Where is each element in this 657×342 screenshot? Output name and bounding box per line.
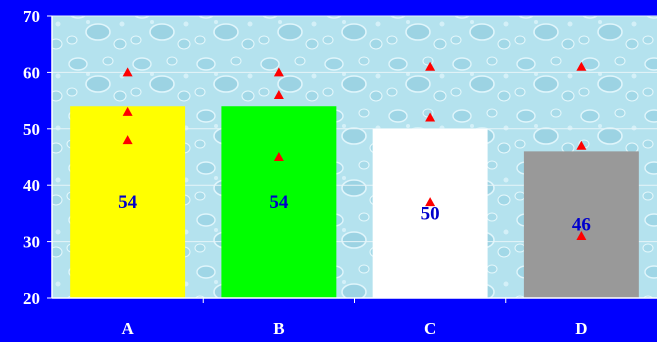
bar-C — [372, 128, 488, 298]
data-label-C: 50 — [421, 203, 440, 224]
marker-C-1 — [425, 112, 436, 122]
marker-C-2 — [425, 197, 436, 207]
y-tick-label-40: 40 — [23, 176, 40, 195]
marker-A-2 — [122, 135, 133, 145]
axes — [47, 15, 657, 303]
x-tick-label-B: B — [273, 319, 284, 338]
marker-B-2 — [273, 152, 284, 161]
y-tick-label-60: 60 — [23, 63, 40, 82]
data-label-A: 54 — [118, 192, 138, 213]
markers — [122, 61, 587, 240]
marker-B-1 — [273, 89, 284, 99]
y-tick-label-20: 20 — [23, 289, 40, 308]
marker-A-1 — [122, 106, 133, 116]
bars — [70, 106, 639, 299]
y-tick-label-30: 30 — [23, 233, 40, 252]
bar-D — [523, 151, 639, 298]
marker-B-0 — [273, 67, 284, 77]
x-tick-label-C: C — [424, 319, 436, 338]
data-labels: 54 54 50 46 — [118, 192, 591, 236]
marker-D-0 — [576, 61, 587, 71]
x-tick-label-A: A — [121, 319, 134, 338]
marker-D-1 — [576, 140, 587, 150]
marker-C-0 — [425, 61, 436, 71]
bar-B — [221, 106, 337, 299]
marker-D-2 — [576, 230, 587, 240]
y-tick-labels: 20 30 40 50 60 70 — [23, 7, 40, 308]
data-label-B: 54 — [269, 192, 289, 213]
marker-A-0 — [122, 67, 133, 77]
data-label-D: 46 — [572, 215, 591, 236]
x-tick-labels: A B C D — [121, 319, 587, 338]
y-tick-label-70: 70 — [23, 7, 40, 26]
x-tick-label-D: D — [575, 319, 587, 338]
y-tick-label-50: 50 — [23, 120, 40, 139]
